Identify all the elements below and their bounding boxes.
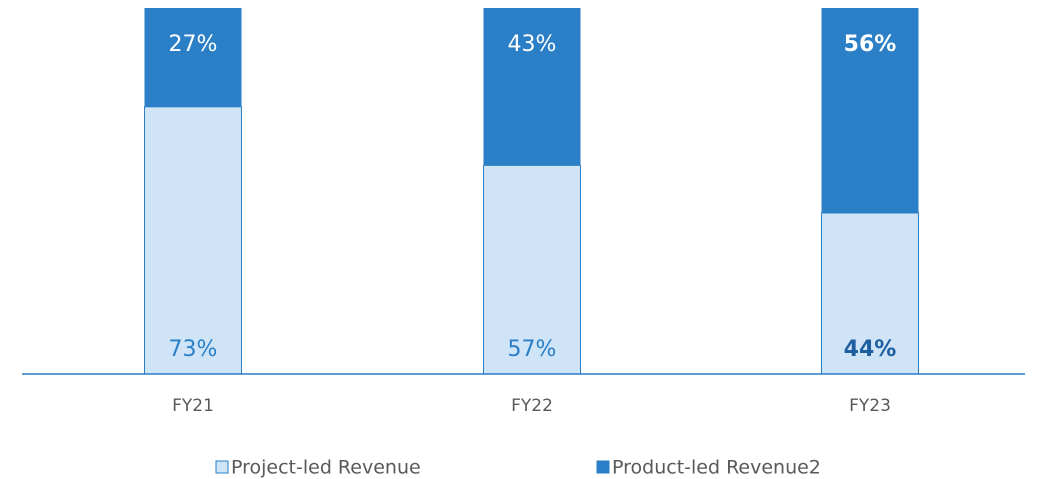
- x-tick-label: FY22: [511, 396, 553, 416]
- bar-segment: [144, 106, 242, 375]
- bar-segment: [821, 8, 919, 213]
- data-label: 27%: [169, 32, 218, 57]
- legend-swatch: [215, 460, 229, 474]
- data-label: 73%: [169, 337, 218, 362]
- data-label: 43%: [508, 32, 557, 57]
- x-tick-label: FY23: [849, 396, 891, 416]
- data-label: 56%: [844, 32, 897, 57]
- bar-segment: [144, 8, 242, 107]
- legend-swatch: [596, 460, 610, 474]
- x-tick-label: FY21: [172, 396, 214, 416]
- bar-segment: [483, 8, 581, 166]
- bar-segment: [483, 164, 581, 375]
- legend-label: Project-led Revenue: [231, 457, 421, 479]
- legend-label: Product-led Revenue2: [612, 457, 821, 479]
- data-label: 44%: [844, 337, 897, 362]
- data-label: 57%: [508, 337, 557, 362]
